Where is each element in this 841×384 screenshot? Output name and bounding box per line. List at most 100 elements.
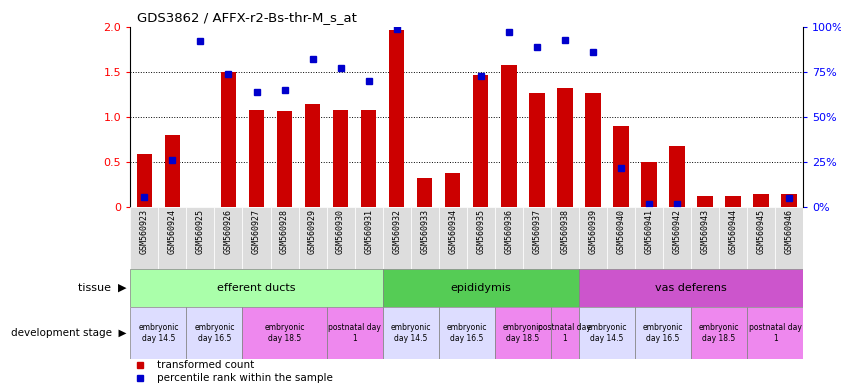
Text: GSM560942: GSM560942 — [673, 209, 681, 254]
Bar — [691, 307, 747, 359]
Bar — [607, 207, 635, 269]
Text: tissue  ▶: tissue ▶ — [77, 283, 126, 293]
Text: GSM560941: GSM560941 — [644, 209, 653, 254]
Bar — [271, 207, 299, 269]
Bar — [467, 207, 495, 269]
Bar — [383, 269, 579, 307]
Bar — [333, 110, 348, 207]
Bar — [220, 72, 236, 207]
Bar — [417, 177, 432, 207]
Bar — [439, 207, 467, 269]
Text: percentile rank within the sample: percentile rank within the sample — [157, 373, 333, 383]
Text: postnatal day
1: postnatal day 1 — [538, 323, 591, 343]
Text: GSM560937: GSM560937 — [532, 209, 542, 254]
Bar — [585, 93, 600, 207]
Bar — [725, 195, 741, 207]
Bar — [158, 207, 187, 269]
Bar — [187, 207, 214, 269]
Bar — [277, 111, 292, 207]
Bar — [663, 207, 691, 269]
Text: GSM560934: GSM560934 — [448, 209, 458, 254]
Bar — [165, 135, 180, 207]
Bar — [439, 307, 495, 359]
Bar — [242, 307, 326, 359]
Text: GSM560940: GSM560940 — [616, 209, 626, 254]
Text: GSM560946: GSM560946 — [785, 209, 794, 254]
Text: GSM560929: GSM560929 — [308, 209, 317, 254]
Bar — [130, 307, 187, 359]
Bar — [635, 307, 691, 359]
Bar — [136, 154, 152, 207]
Bar — [557, 88, 573, 207]
Bar — [529, 93, 544, 207]
Bar — [781, 194, 796, 207]
Text: vas deferens: vas deferens — [655, 283, 727, 293]
Text: GSM560944: GSM560944 — [728, 209, 738, 254]
Text: GSM560930: GSM560930 — [336, 209, 345, 254]
Bar — [473, 75, 489, 207]
Text: GSM560943: GSM560943 — [701, 209, 710, 254]
Bar — [326, 307, 383, 359]
Bar — [304, 104, 320, 207]
Bar — [501, 65, 516, 207]
Text: GSM560939: GSM560939 — [589, 209, 597, 254]
Bar — [754, 194, 769, 207]
Bar — [389, 30, 405, 207]
Text: GSM560923: GSM560923 — [140, 209, 149, 254]
Text: GSM560928: GSM560928 — [280, 209, 289, 254]
Bar — [523, 207, 551, 269]
Text: GSM560926: GSM560926 — [224, 209, 233, 254]
Bar — [691, 207, 719, 269]
Text: GSM560927: GSM560927 — [252, 209, 261, 254]
Bar — [551, 307, 579, 359]
Text: postnatal day
1: postnatal day 1 — [748, 323, 801, 343]
Bar — [579, 269, 803, 307]
Text: embryonic
day 16.5: embryonic day 16.5 — [194, 323, 235, 343]
Bar — [579, 307, 635, 359]
Bar — [355, 207, 383, 269]
Bar — [326, 207, 355, 269]
Text: transformed count: transformed count — [157, 360, 255, 370]
Bar — [445, 173, 460, 207]
Text: embryonic
day 14.5: embryonic day 14.5 — [138, 323, 178, 343]
Bar — [187, 307, 242, 359]
Bar — [579, 207, 607, 269]
Bar — [361, 110, 376, 207]
Bar — [613, 126, 628, 207]
Bar — [495, 307, 551, 359]
Text: GSM560938: GSM560938 — [560, 209, 569, 254]
Bar — [495, 207, 523, 269]
Text: embryonic
day 14.5: embryonic day 14.5 — [390, 323, 431, 343]
Bar — [410, 207, 439, 269]
Bar — [635, 207, 663, 269]
Text: embryonic
day 18.5: embryonic day 18.5 — [264, 323, 304, 343]
Text: GSM560932: GSM560932 — [392, 209, 401, 254]
Text: embryonic
day 14.5: embryonic day 14.5 — [587, 323, 627, 343]
Text: development stage  ▶: development stage ▶ — [11, 328, 126, 338]
Bar — [383, 307, 439, 359]
Bar — [719, 207, 747, 269]
Bar — [242, 207, 271, 269]
Text: GSM560935: GSM560935 — [476, 209, 485, 254]
Bar — [249, 110, 264, 207]
Text: GDS3862 / AFFX-r2-Bs-thr-M_s_at: GDS3862 / AFFX-r2-Bs-thr-M_s_at — [137, 11, 357, 24]
Bar — [669, 146, 685, 207]
Text: efferent ducts: efferent ducts — [217, 283, 296, 293]
Text: postnatal day
1: postnatal day 1 — [328, 323, 381, 343]
Text: embryonic
day 16.5: embryonic day 16.5 — [643, 323, 683, 343]
Bar — [214, 207, 242, 269]
Bar — [775, 207, 803, 269]
Text: GSM560945: GSM560945 — [757, 209, 765, 254]
Text: GSM560925: GSM560925 — [196, 209, 205, 254]
Bar — [697, 195, 712, 207]
Text: GSM560933: GSM560933 — [420, 209, 429, 254]
Bar — [747, 307, 803, 359]
Text: GSM560936: GSM560936 — [505, 209, 513, 254]
Bar — [383, 207, 410, 269]
Text: GSM560924: GSM560924 — [168, 209, 177, 254]
Bar — [641, 162, 657, 207]
Text: GSM560931: GSM560931 — [364, 209, 373, 254]
Bar — [551, 207, 579, 269]
Text: embryonic
day 18.5: embryonic day 18.5 — [503, 323, 543, 343]
Text: embryonic
day 18.5: embryonic day 18.5 — [699, 323, 739, 343]
